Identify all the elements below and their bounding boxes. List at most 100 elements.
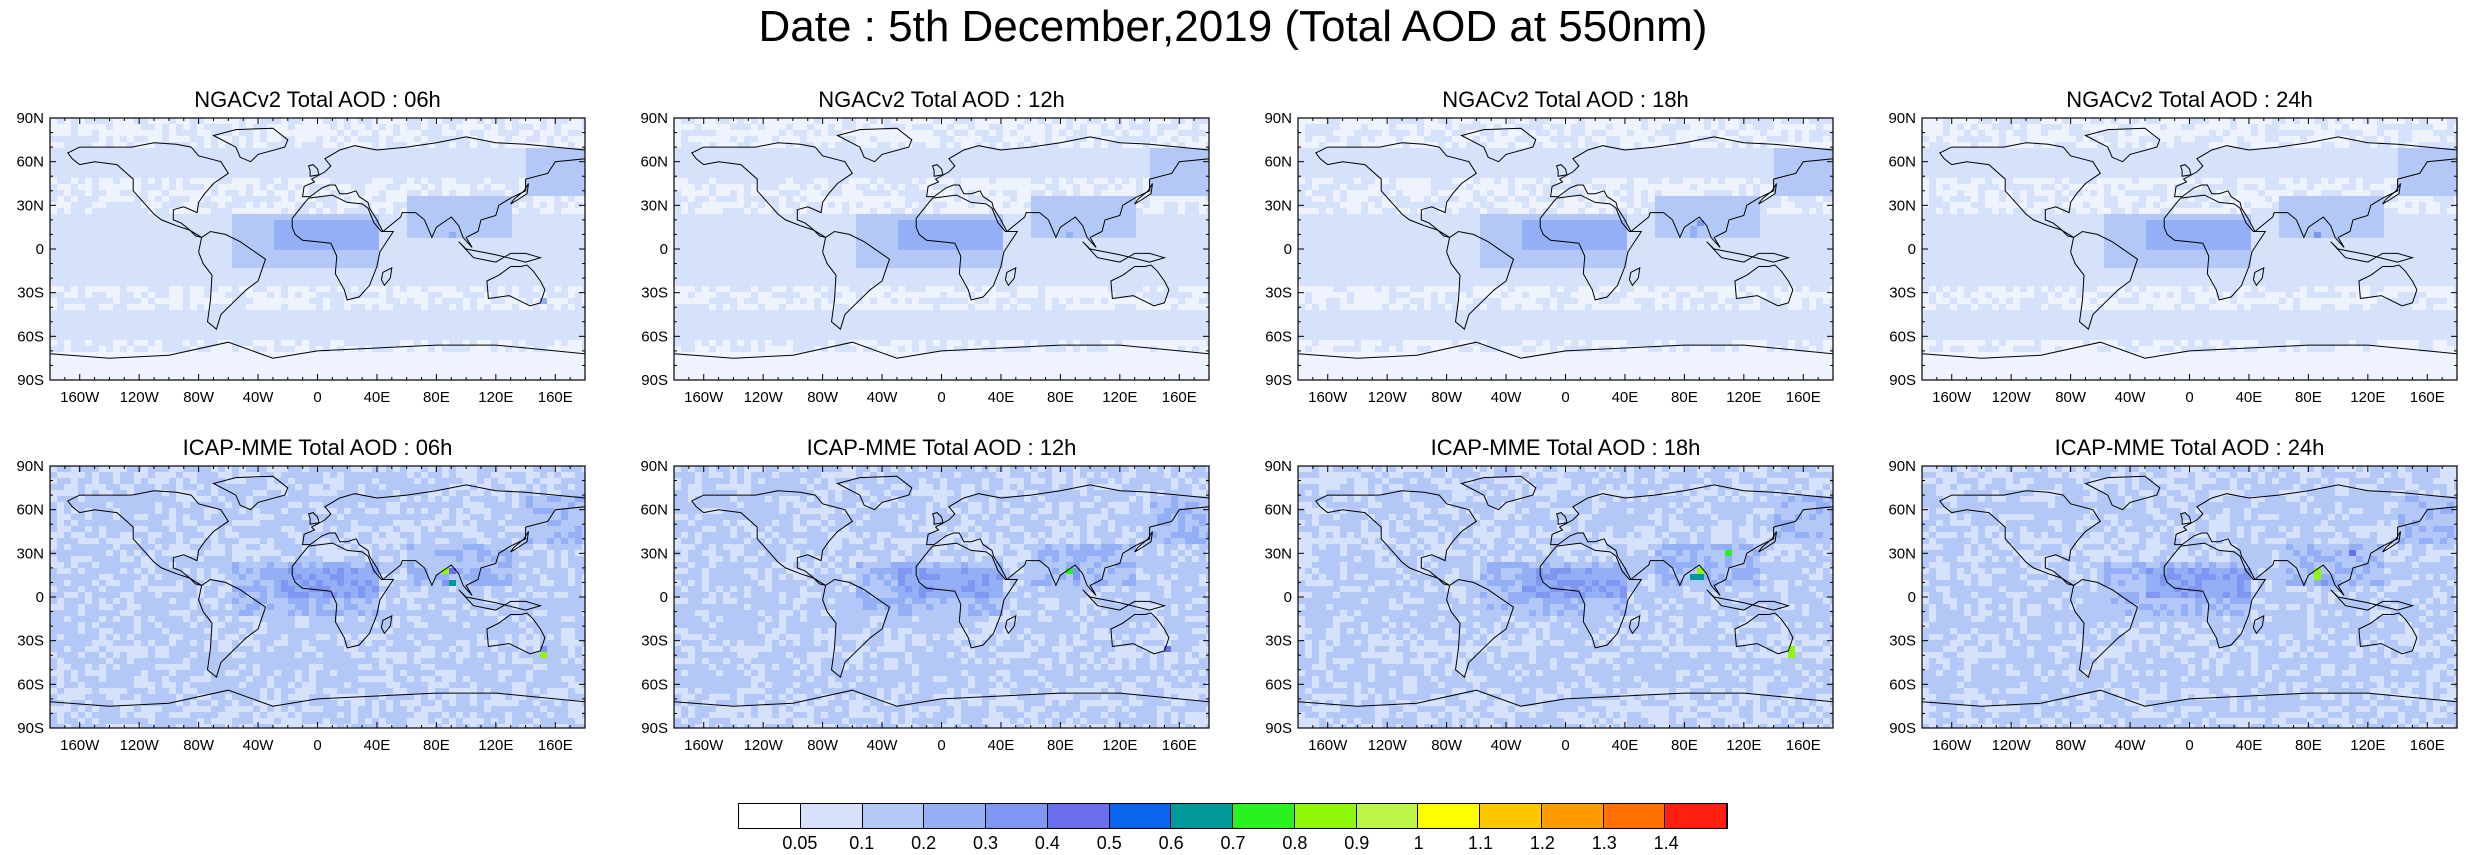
lat-tick-label: 30N <box>1264 545 1292 562</box>
lat-tick-label: 30N <box>1264 197 1292 214</box>
lat-tick-label: 90N <box>640 458 668 475</box>
colorbar-label: 1 <box>1414 833 1424 854</box>
colorbar-label: 0.4 <box>1035 833 1060 854</box>
lon-tick-label: 120W <box>744 389 784 406</box>
aod-field <box>1298 118 1833 352</box>
aod-field <box>1922 118 2457 352</box>
main-title: Date : 5th December,2019 (Total AOD at 5… <box>0 2 2466 52</box>
colorbar-swatch <box>1604 804 1666 828</box>
lat-tick-label: 90N <box>1888 458 1916 475</box>
lat-tick-label: 30S <box>17 633 44 650</box>
lon-tick-label: 40E <box>2236 389 2263 406</box>
lon-tick-label: 160W <box>1932 389 1972 406</box>
lat-tick-label: 60S <box>1889 676 1916 693</box>
colorbar-swatch <box>986 804 1048 828</box>
lon-tick-label: 40E <box>988 737 1015 754</box>
lat-tick-label: 90N <box>640 110 668 127</box>
lon-tick-label: 160W <box>60 389 100 406</box>
aod-field <box>50 466 585 728</box>
lon-tick-label: 80W <box>2055 389 2087 406</box>
colorbar-label: 0.05 <box>782 833 817 854</box>
lon-tick-label: 120E <box>1102 737 1137 754</box>
aod-field <box>50 118 585 352</box>
colorbar-swatch <box>801 804 863 828</box>
aod-field <box>1922 466 2457 728</box>
lon-tick-label: 160E <box>1162 389 1197 406</box>
lat-tick-label: 90S <box>1889 372 1916 389</box>
lat-tick-label: 60S <box>17 676 44 693</box>
lon-tick-label: 80W <box>2055 737 2087 754</box>
lon-tick-label: 0 <box>2185 389 2193 406</box>
lon-tick-label: 120E <box>1102 389 1137 406</box>
lon-tick-label: 160E <box>1162 737 1197 754</box>
colorbar-swatch <box>1480 804 1542 828</box>
lat-tick-label: 30N <box>16 197 44 214</box>
lat-tick-label: 60S <box>641 328 668 345</box>
lon-tick-label: 40E <box>988 389 1015 406</box>
lat-tick-label: 90N <box>16 458 44 475</box>
lon-tick-label: 160E <box>538 737 573 754</box>
colorbar-swatch <box>1665 804 1727 828</box>
lon-tick-label: 40W <box>867 737 899 754</box>
aod-field <box>674 466 1209 728</box>
aod-field <box>1298 466 1833 728</box>
colorbar-label: 0.2 <box>911 833 936 854</box>
lon-tick-label: 80W <box>807 389 839 406</box>
lat-tick-label: 30S <box>641 285 668 302</box>
colorbar-swatch <box>1233 804 1295 828</box>
lat-tick-label: 90S <box>641 720 668 737</box>
lat-tick-label: 60N <box>16 502 44 519</box>
colorbar-swatch <box>1110 804 1172 828</box>
colorbar-label: 0.3 <box>973 833 998 854</box>
colorbar-swatch <box>1542 804 1604 828</box>
aod-field <box>674 118 1209 352</box>
lon-tick-label: 80E <box>1047 737 1074 754</box>
lon-tick-label: 120E <box>478 389 513 406</box>
lon-tick-label: 40W <box>1491 389 1523 406</box>
lon-tick-label: 0 <box>1561 737 1569 754</box>
lat-tick-label: 60S <box>1265 328 1292 345</box>
lat-tick-label: 30S <box>1889 633 1916 650</box>
lat-tick-label: 90S <box>641 372 668 389</box>
lat-tick-label: 30S <box>1889 285 1916 302</box>
lat-tick-label: 60S <box>641 676 668 693</box>
lon-tick-label: 0 <box>937 389 945 406</box>
lat-tick-label: 0 <box>36 589 44 606</box>
lon-tick-label: 160E <box>2410 737 2445 754</box>
colorbar-label: 0.8 <box>1282 833 1307 854</box>
colorbar-swatch <box>1357 804 1419 828</box>
lon-tick-label: 40W <box>243 737 275 754</box>
lon-tick-label: 80E <box>1671 737 1698 754</box>
lat-tick-label: 30N <box>640 197 668 214</box>
lon-tick-label: 80E <box>1671 389 1698 406</box>
lon-tick-label: 80W <box>1431 389 1463 406</box>
colorbar-label: 1.2 <box>1530 833 1555 854</box>
lon-tick-label: 160W <box>60 737 100 754</box>
lat-tick-label: 30S <box>17 285 44 302</box>
lon-tick-label: 40E <box>364 737 391 754</box>
lon-tick-label: 80E <box>423 389 450 406</box>
lon-tick-label: 40W <box>1491 737 1523 754</box>
lon-tick-label: 0 <box>937 737 945 754</box>
lat-tick-label: 90S <box>1265 372 1292 389</box>
lon-tick-label: 120W <box>1992 389 2032 406</box>
lon-tick-label: 160W <box>1308 737 1348 754</box>
lat-tick-label: 0 <box>1908 241 1916 258</box>
colorbar-swatch <box>863 804 925 828</box>
colorbar-swatch <box>1048 804 1110 828</box>
lat-tick-label: 60N <box>1264 154 1292 171</box>
lon-tick-label: 120E <box>1726 389 1761 406</box>
lat-tick-label: 30S <box>641 633 668 650</box>
lat-tick-label: 90S <box>17 372 44 389</box>
lat-tick-label: 0 <box>1284 241 1292 258</box>
lon-tick-label: 0 <box>1561 389 1569 406</box>
